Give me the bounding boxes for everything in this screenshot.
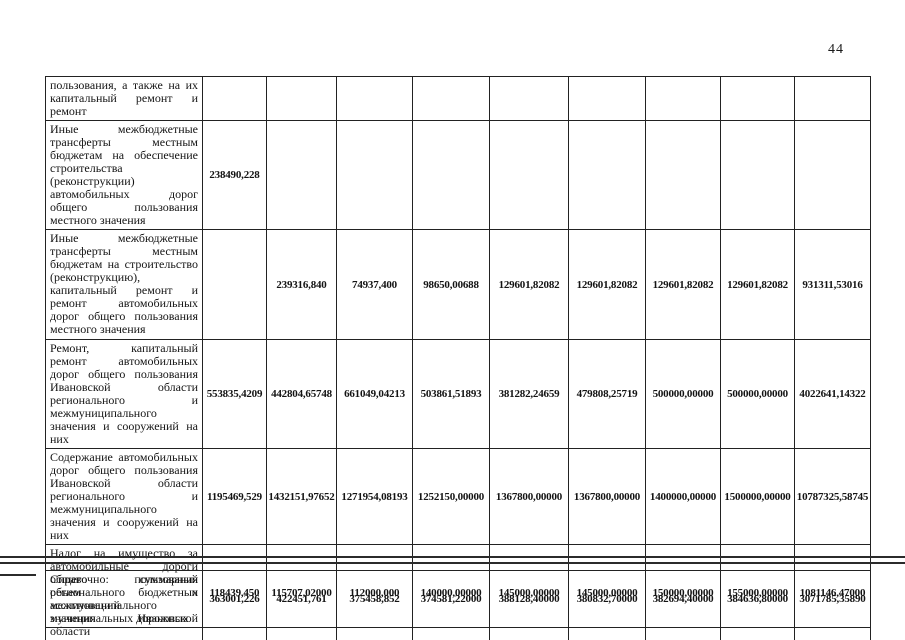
row-label: Справочно: суммарный объем бюджетных асс… <box>45 570 203 628</box>
value-cell: 384636,80000 <box>720 570 795 628</box>
value-cell <box>720 120 795 230</box>
value-cell <box>489 76 569 121</box>
row-label: Иные межбюджетные трансферты местным бюд… <box>45 229 203 340</box>
value-cell: 422451,761 <box>266 570 337 628</box>
value-cell: 479808,25719 <box>568 339 646 449</box>
value-cell <box>202 76 267 121</box>
value-cell: 500000,00000 <box>645 339 721 449</box>
value-cell: 1500000,00000 <box>720 448 795 545</box>
value-cell: 10787325,58745 <box>794 448 871 545</box>
table-row: Ремонт, капитальный ремонт автомобильных… <box>45 339 871 449</box>
page-break-double-rule <box>0 556 905 564</box>
budget-table-footer: Справочно: суммарный объем бюджетных асс… <box>45 570 871 628</box>
value-cell: 129601,82082 <box>645 229 721 340</box>
value-cell: 238490,228 <box>202 120 267 230</box>
value-cell: 74937,400 <box>336 229 413 340</box>
value-cell: 661049,04213 <box>336 339 413 449</box>
value-cell: 129601,82082 <box>720 229 795 340</box>
value-cell <box>266 120 337 230</box>
value-cell: 503861,51893 <box>412 339 490 449</box>
value-cell: 1367800,00000 <box>568 448 646 545</box>
value-cell: 380832,70000 <box>568 570 646 628</box>
value-cell: 931311,53016 <box>794 229 871 340</box>
value-cell: 363001,226 <box>202 570 267 628</box>
value-cell <box>568 120 646 230</box>
budget-table: пользования, а также на их капитальный р… <box>45 76 871 640</box>
table-row: пользования, а также на их капитальный р… <box>45 76 871 121</box>
row-label: Ремонт, капитальный ремонт автомобильных… <box>45 339 203 449</box>
value-cell <box>794 76 871 121</box>
table-row: Содержание автомобильных дорог общего по… <box>45 448 871 545</box>
value-cell <box>794 120 871 230</box>
value-cell: 388128,40000 <box>489 570 569 628</box>
table-row: Иные межбюджетные трансферты местным бюд… <box>45 120 871 230</box>
value-cell: 129601,82082 <box>568 229 646 340</box>
value-cell <box>266 76 337 121</box>
value-cell: 1432151,97652 <box>266 448 337 545</box>
value-cell <box>720 76 795 121</box>
value-cell: 129601,82082 <box>489 229 569 340</box>
value-cell <box>645 76 721 121</box>
value-cell: 1252150,00000 <box>412 448 490 545</box>
value-cell: 375458,852 <box>336 570 413 628</box>
value-cell: 1271954,08193 <box>336 448 413 545</box>
value-cell: 442804,65748 <box>266 339 337 449</box>
value-cell: 98650,00688 <box>412 229 490 340</box>
value-cell <box>412 120 490 230</box>
value-cell: 553835,4209 <box>202 339 267 449</box>
value-cell <box>489 120 569 230</box>
value-cell: 3071785,35890 <box>794 570 871 628</box>
value-cell: 4022641,14322 <box>794 339 871 449</box>
value-cell: 1367800,00000 <box>489 448 569 545</box>
value-cell: 381282,24659 <box>489 339 569 449</box>
value-cell: 1195469,529 <box>202 448 267 545</box>
value-cell <box>336 120 413 230</box>
table-row: Справочно: суммарный объем бюджетных асс… <box>45 570 871 628</box>
row-label: пользования, а также на их капитальный р… <box>45 76 203 121</box>
table-row: Иные межбюджетные трансферты местным бюд… <box>45 229 871 340</box>
row-label: Содержание автомобильных дорог общего по… <box>45 448 203 545</box>
value-cell: 374581,22000 <box>412 570 490 628</box>
row-label: Иные межбюджетные трансферты местным бюд… <box>45 120 203 230</box>
value-cell <box>412 76 490 121</box>
value-cell <box>202 229 267 340</box>
value-cell <box>336 76 413 121</box>
value-cell <box>645 120 721 230</box>
value-cell: 382694,40000 <box>645 570 721 628</box>
margin-dash-mark <box>0 574 36 576</box>
value-cell <box>568 76 646 121</box>
page-number: 44 <box>828 42 844 57</box>
value-cell: 1400000,00000 <box>645 448 721 545</box>
value-cell: 239316,840 <box>266 229 337 340</box>
value-cell: 500000,00000 <box>720 339 795 449</box>
